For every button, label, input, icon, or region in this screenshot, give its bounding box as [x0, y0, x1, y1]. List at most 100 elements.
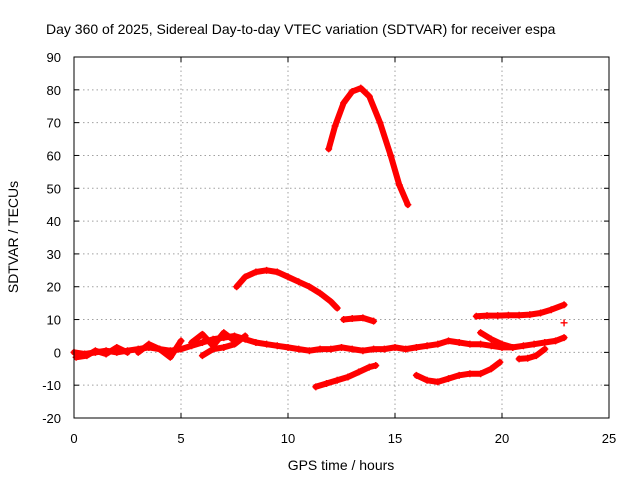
series-arc-high-right: [472, 301, 568, 320]
y-tick-label: 80: [47, 83, 61, 98]
data-point: [359, 314, 367, 322]
data-point: [547, 306, 555, 314]
x-axis-label: GPS time / hours: [288, 457, 395, 473]
data-point: [370, 345, 378, 353]
data-point: [348, 87, 356, 95]
y-tick-label: 40: [47, 214, 61, 229]
data-point: [541, 345, 549, 353]
data-point: [372, 361, 380, 369]
data-point: [198, 330, 206, 338]
data-point: [355, 368, 363, 376]
data-point: [537, 309, 545, 317]
series-trace: [477, 329, 516, 351]
data-point: [220, 329, 228, 337]
data-point: [198, 339, 206, 347]
series-cluster-b: [134, 337, 185, 361]
series-arc-mid-tail: [340, 314, 378, 325]
data-point: [477, 329, 485, 337]
data-point: [348, 315, 356, 323]
data-point: [252, 339, 260, 347]
data-point: [391, 343, 399, 351]
series-arc-low-1: [312, 361, 380, 391]
data-point: [273, 342, 281, 350]
data-point: [423, 376, 431, 384]
data-point: [494, 312, 502, 320]
y-tick-label: 50: [47, 181, 61, 196]
data-point: [233, 283, 241, 291]
data-point: [177, 337, 185, 345]
data-point: [263, 266, 271, 274]
data-point: [331, 122, 339, 130]
data-point: [305, 347, 313, 355]
series-arc-mid: [233, 266, 341, 312]
y-tick-label: 0: [54, 345, 61, 360]
data-point: [487, 342, 495, 350]
data-point: [113, 343, 121, 351]
data-point: [333, 304, 341, 312]
series-cluster-a: [72, 343, 131, 361]
data-point: [455, 371, 463, 379]
data-point: [515, 311, 523, 319]
y-tick-label: 90: [47, 50, 61, 65]
x-tick-label: 10: [281, 431, 295, 446]
series-trace: [325, 85, 411, 208]
data-point: [344, 373, 352, 381]
y-tick-label: -10: [42, 378, 61, 393]
data-point: [295, 345, 303, 353]
data-point: [434, 340, 442, 348]
data-point: [305, 283, 313, 291]
data-point: [509, 343, 517, 351]
data-point: [524, 354, 532, 362]
data-point: [241, 273, 249, 281]
data-point: [483, 312, 491, 320]
series-trace: [516, 346, 548, 362]
data-point: [188, 339, 196, 347]
data-point: [526, 311, 534, 319]
data-point: [327, 297, 335, 305]
data-point: [477, 370, 485, 378]
data-point: [241, 332, 249, 340]
data-point: [402, 345, 410, 353]
data-points: [70, 84, 568, 391]
series-trace: [340, 314, 377, 325]
data-point: [327, 345, 335, 353]
data-point: [541, 339, 549, 347]
data-point: [156, 345, 164, 353]
series-arc-low-2: [412, 358, 504, 386]
data-point: [209, 345, 217, 353]
data-point: [338, 343, 345, 351]
series-cluster-d: [198, 332, 249, 360]
data-point: [198, 352, 206, 360]
series-arc-peak: [325, 84, 412, 209]
x-tick-label: 20: [495, 431, 509, 446]
data-point: [376, 119, 384, 127]
data-point: [340, 316, 348, 324]
data-point: [102, 350, 110, 358]
grid-lines: [74, 57, 609, 418]
data-point: [530, 340, 538, 348]
data-point: [370, 317, 378, 325]
data-point: [387, 151, 395, 159]
series-isolated: [560, 319, 568, 327]
data-point: [357, 84, 365, 92]
data-point: [333, 376, 341, 384]
data-point: [560, 301, 568, 309]
data-point: [316, 345, 324, 353]
data-point: [487, 365, 495, 373]
data-point: [532, 352, 540, 360]
data-point: [83, 352, 91, 360]
data-point: [466, 370, 474, 378]
data-point: [552, 337, 559, 345]
data-point: [166, 353, 174, 361]
data-point: [498, 340, 506, 348]
data-point: [231, 340, 238, 348]
x-tick-label: 15: [388, 431, 402, 446]
data-point: [348, 345, 356, 353]
data-point: [455, 339, 463, 347]
data-point: [284, 343, 292, 351]
data-point: [359, 347, 367, 355]
data-point: [365, 92, 373, 100]
data-point: [445, 337, 452, 345]
y-axis-label: SDTVAR / TECUs: [5, 181, 21, 293]
data-point: [295, 278, 303, 286]
